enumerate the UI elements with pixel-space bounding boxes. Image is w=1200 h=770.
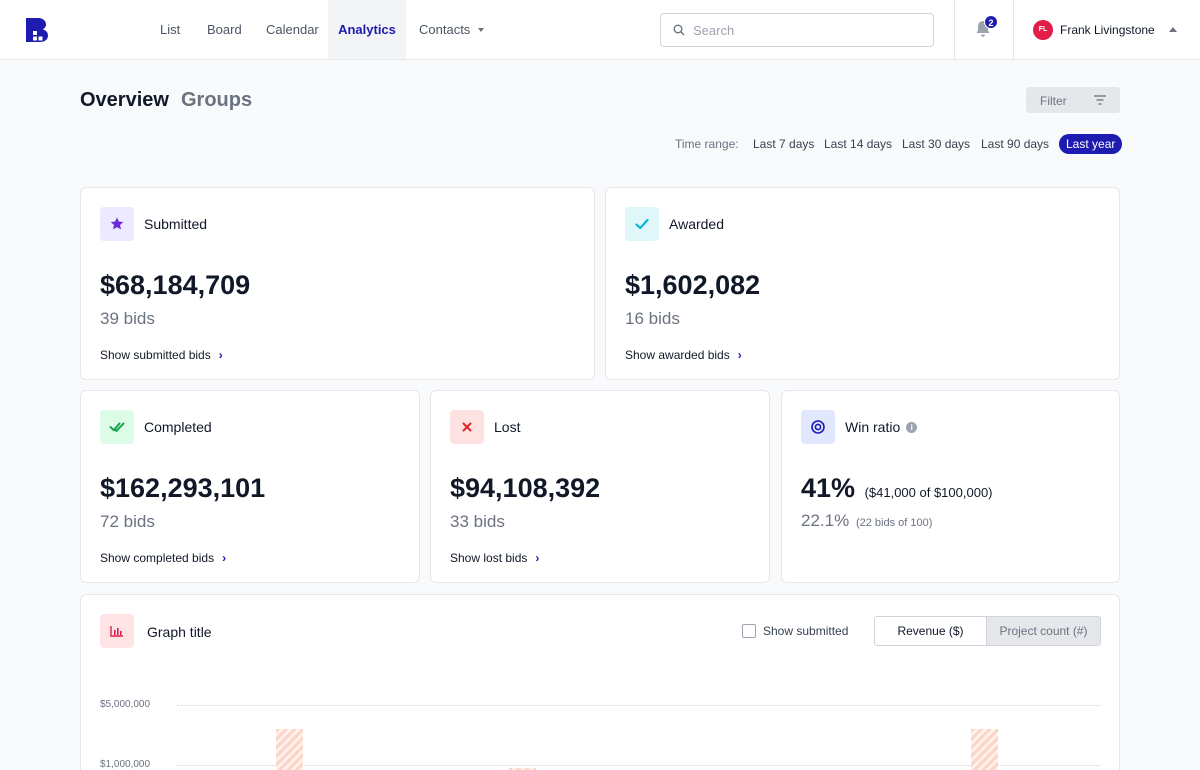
chevron-up-icon[interactable] [1169,27,1177,32]
top-navbar: List Board Calendar Analytics Contacts 2… [0,0,1200,60]
time-range-90d[interactable]: Last 90 days [981,137,1050,151]
submitted-icon-badge [100,207,134,241]
time-range-30d[interactable]: Last 30 days [902,137,971,151]
tab-overview[interactable]: Overview [80,89,169,111]
grid-line [177,705,1101,706]
card-amount: $1,602,082 [625,270,761,300]
toggle-project-count[interactable]: Project count (#) [999,624,1088,638]
win-ratio-bids-detail: (22 bids of 100) [855,517,933,529]
card-title: Win ratio i [845,419,918,435]
lost-icon-badge [450,410,484,444]
graph-title: Graph title [147,624,212,640]
nav-divider [1013,0,1014,59]
toggle-revenue[interactable]: Revenue ($) [875,617,987,645]
time-range-label: Time range: [675,137,739,151]
target-icon [811,420,825,434]
show-submitted-label[interactable]: Show submitted [763,624,849,638]
completed-icon-badge [100,410,134,444]
graph-metric-toggle: Revenue ($) Project count (#) [874,616,1101,646]
awarded-card: Awarded $1,602,082 16 bids Show awarded … [605,187,1120,380]
chevron-right-icon: › [535,551,540,565]
card-bids: 33 bids [450,512,505,531]
avatar[interactable]: FL [1033,20,1053,40]
win-ratio-percent: 41% ($41,000 of $100,000) [801,473,993,504]
card-title: Submitted [144,216,208,232]
show-submitted-bids-link[interactable]: Show submitted bids › [100,348,223,362]
card-title: Lost [494,419,521,435]
search-input[interactable] [693,14,923,46]
chevron-down-icon [478,27,485,32]
win-ratio-card: Win ratio i 41% ($41,000 of $100,000) 22.… [781,390,1120,583]
x-icon [462,422,472,432]
chevron-right-icon: › [737,348,742,362]
y-axis-label: $1,000,000 [100,759,151,770]
time-range-14d[interactable]: Last 14 days [824,137,893,151]
card-title: Awarded [669,216,725,232]
card-title: Completed [144,419,212,435]
completed-card: Completed $162,293,101 72 bids Show comp… [80,390,420,583]
y-axis-label: $5,000,000 [100,699,151,710]
info-icon[interactable]: i [906,421,918,433]
submitted-card: Submitted $68,184,709 39 bids Show submi… [80,187,595,380]
link-label: Show lost bids [450,551,528,565]
awarded-icon-badge [625,207,659,241]
show-awarded-bids-link[interactable]: Show awarded bids › [625,348,742,362]
card-bids: 16 bids [625,309,680,328]
show-lost-bids-link[interactable]: Show lost bids › [450,551,539,565]
time-range-last-year[interactable]: Last year [1059,134,1123,154]
bar-chart-icon [110,626,123,637]
link-label: Show completed bids [100,551,215,565]
card-amount: $68,184,709 [100,270,251,300]
double-check-icon [109,422,125,432]
nav-link-contacts-label: Contacts [419,22,471,37]
nav-link-analytics[interactable]: Analytics [328,0,406,59]
win-ratio-title: Win ratio [845,419,901,435]
chevron-right-icon: › [222,551,227,565]
win-ratio-icon-badge [801,410,835,444]
search-icon [673,24,685,36]
nav-link-contacts[interactable]: Contacts [419,0,485,59]
filter-icon [1094,95,1106,105]
link-label: Show awarded bids [625,348,730,362]
win-ratio-bids-value: 22.1% [801,511,850,530]
win-ratio-detail: ($41,000 of $100,000) [864,485,993,500]
user-name[interactable]: Frank Livingstone [1060,23,1155,37]
win-ratio-value: 41% [801,473,856,503]
nav-link-calendar[interactable]: Calendar [266,22,319,37]
link-label: Show submitted bids [100,348,211,362]
card-amount: $162,293,101 [100,473,266,503]
lost-card: Lost $94,108,392 33 bids Show lost bids › [430,390,770,583]
nav-link-list[interactable]: List [160,22,181,37]
chart-bar[interactable] [971,729,998,770]
time-range-7d[interactable]: Last 7 days [753,137,815,151]
app-logo[interactable] [26,18,48,42]
grid-line [177,765,1101,766]
graph-card: Graph title Show submitted Revenue ($) P… [80,594,1120,770]
win-ratio-bids-percent: 22.1% (22 bids of 100) [801,511,932,531]
notification-badge: 2 [984,15,998,29]
filter-button[interactable]: Filter [1026,87,1120,113]
star-icon [110,217,124,230]
card-bids: 39 bids [100,309,155,328]
show-submitted-checkbox[interactable] [742,624,756,638]
search-box[interactable] [660,13,934,47]
show-completed-bids-link[interactable]: Show completed bids › [100,551,226,565]
chevron-right-icon: › [218,348,223,362]
graph-icon-badge [100,614,134,648]
card-bids: 72 bids [100,512,155,531]
chart-bar[interactable] [509,768,536,770]
nav-link-board[interactable]: Board [207,22,242,37]
filter-button-label: Filter [1040,94,1067,108]
nav-divider [954,0,955,59]
check-icon [635,218,649,230]
card-amount: $94,108,392 [450,473,601,503]
chart-bar[interactable] [276,729,303,770]
tab-groups[interactable]: Groups [181,89,253,111]
